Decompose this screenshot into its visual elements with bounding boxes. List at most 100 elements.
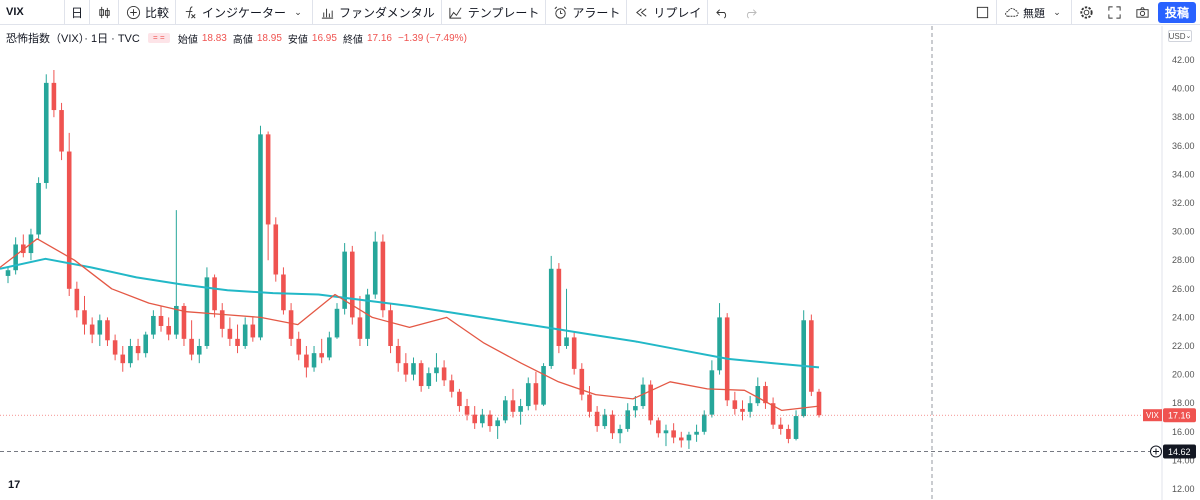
price-tick-label: 30.00 (1172, 227, 1195, 237)
toolbar-divider (440, 0, 442, 25)
candle (258, 125, 263, 341)
post-button[interactable]: 投稿 (1158, 2, 1196, 23)
toolbar-divider (707, 0, 709, 25)
price-tick-label: 16.00 (1172, 427, 1195, 437)
price-tick-label: 22.00 (1172, 341, 1195, 351)
symbol-name: VIX (6, 6, 24, 18)
candle (701, 410, 707, 435)
candle (265, 131, 271, 261)
candle (610, 410, 615, 439)
settings-button[interactable] (1072, 0, 1100, 25)
function-icon (182, 4, 198, 20)
candle (342, 243, 347, 315)
candle (663, 424, 669, 447)
top-toolbar: VIX 日 比較 インジケーター ⌄ ファンダメンタル テンプレート (0, 0, 1200, 25)
candle (174, 210, 179, 339)
fundamentals-button[interactable]: ファンダメンタル (313, 0, 441, 25)
candle (403, 353, 409, 382)
alarm-clock-icon (552, 4, 568, 20)
fundamentals-label: ファンダメンタル (339, 5, 435, 20)
interval-button[interactable]: 日 (65, 0, 89, 25)
indicators-label: インジケーター (202, 5, 287, 20)
snapshot-button[interactable] (1128, 0, 1156, 25)
candle (740, 400, 745, 421)
candle (587, 386, 592, 418)
chevron-down-icon: ⌄ (294, 6, 302, 17)
legend-toggle-icon[interactable]: = = (147, 33, 170, 43)
candle (219, 303, 225, 338)
candle (495, 417, 500, 439)
toolbar-divider (996, 0, 997, 25)
toolbar-divider (118, 0, 120, 25)
chart-type-button[interactable] (90, 0, 118, 25)
candle (801, 310, 806, 418)
candle (525, 377, 531, 411)
symbol-search[interactable]: VIX (0, 0, 64, 25)
candle (518, 398, 523, 425)
candle (434, 353, 439, 382)
candle (89, 317, 95, 344)
candle (686, 431, 692, 449)
candle (411, 357, 416, 381)
indicators-button[interactable]: インジケーター ⌄ (176, 0, 312, 25)
candle (250, 317, 256, 342)
candle (533, 371, 539, 411)
candle (648, 380, 653, 425)
candle (388, 303, 393, 354)
price-chart[interactable]: 42.00 40.00 38.00 36.00 34.00 32.00 30.00 28.00… (0, 26, 1200, 500)
fullscreen-button[interactable] (1100, 0, 1128, 25)
candle (319, 338, 324, 364)
price-tick-label: 12.00 (1172, 484, 1195, 494)
high-label: 高値 (232, 34, 253, 46)
undo-button[interactable] (708, 0, 736, 25)
save-layout-button[interactable]: 無題 ⌄ (997, 0, 1071, 25)
candle (97, 314, 103, 346)
candle (480, 408, 485, 428)
plus-circle-icon (125, 4, 141, 20)
templates-button[interactable]: テンプレート (442, 0, 546, 25)
candle (755, 377, 761, 407)
gear-icon (1078, 5, 1094, 21)
candle (457, 388, 462, 412)
layout-name: 無題 (1023, 7, 1045, 20)
candle (227, 317, 233, 346)
candle (778, 417, 784, 435)
crosshair-plus-mark (1153, 448, 1159, 455)
candle (273, 217, 279, 282)
candle (617, 424, 623, 444)
close-value: 17.16 (366, 32, 392, 44)
low-value: 16.95 (311, 32, 337, 44)
candle (441, 360, 447, 387)
toolbar-divider (175, 0, 177, 25)
candle (112, 334, 118, 361)
compare-button[interactable]: 比較 (119, 0, 175, 25)
candle (556, 263, 562, 354)
candle (235, 324, 240, 354)
candle (472, 406, 478, 429)
candle (128, 338, 133, 368)
layout-toggle-button[interactable] (968, 0, 996, 25)
candle (418, 360, 424, 392)
currency-selector[interactable]: USD ⌄ (1168, 30, 1192, 42)
price-tick-label: 14.00 (1172, 455, 1195, 465)
price-tick-label: 18.00 (1172, 398, 1195, 408)
redo-button[interactable] (736, 0, 764, 25)
square-icon (974, 5, 990, 21)
open-label: 始値 (177, 34, 198, 46)
candle (717, 303, 722, 375)
price-tick-label: 32.00 (1172, 198, 1195, 208)
candle (564, 288, 569, 349)
candle (120, 346, 126, 372)
price-tick-label: 28.00 (1172, 255, 1195, 265)
candle (594, 406, 600, 432)
candle (571, 331, 577, 375)
series-title: 恐怖指数（VIX）· 1日 · TVC (6, 33, 140, 45)
candle (5, 267, 11, 284)
chevron-down-icon: ⌄ (1053, 7, 1061, 17)
replay-button[interactable]: リプレイ (627, 0, 707, 25)
candle (66, 132, 72, 296)
alert-button[interactable]: アラート (546, 0, 626, 25)
candle (242, 317, 248, 349)
candle (671, 423, 676, 444)
close-label: 終値 (342, 34, 363, 46)
